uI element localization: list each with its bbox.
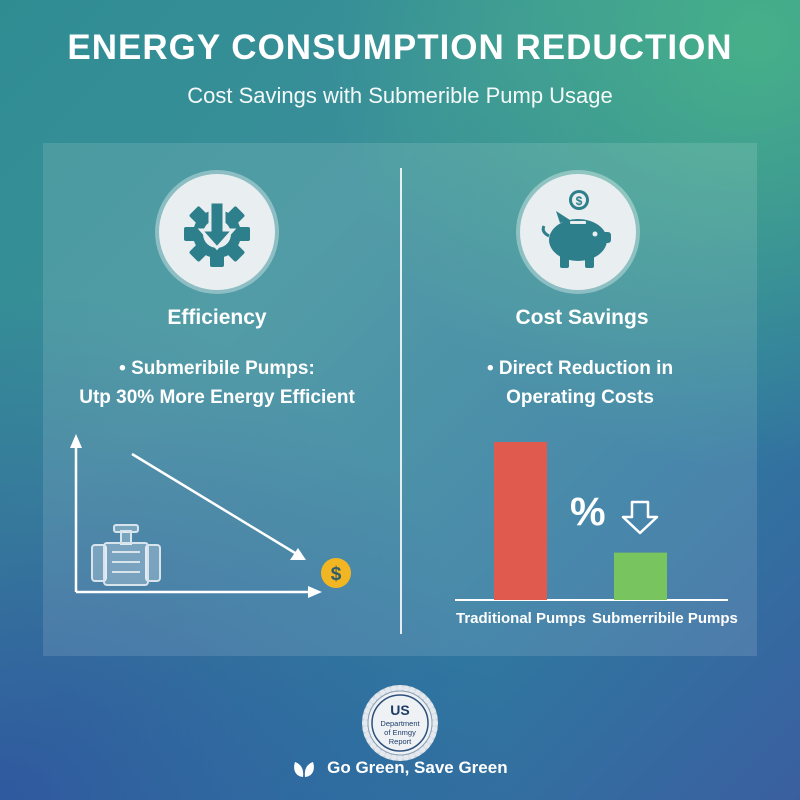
- efficiency-bullet-line2: Utp 30% More Energy Efficient: [79, 387, 355, 408]
- leaf-icon: [294, 761, 315, 777]
- svg-text:Department: Department: [380, 719, 420, 728]
- gear-down-arrow-icon: [159, 174, 275, 290]
- svg-text:Report: Report: [389, 737, 412, 746]
- panel-divider: [400, 168, 402, 634]
- svg-text:US: US: [390, 702, 409, 718]
- page-subtitle: Cost Savings with Submerible Pump Usage: [187, 83, 613, 108]
- cost-savings-bullet-line2: Operating Costs: [506, 387, 654, 408]
- page-title: ENERGY CONSUMPTION REDUCTION: [67, 28, 733, 67]
- piggy-bank-icon: $: [520, 174, 636, 290]
- us-department-seal: US Department of Enmgy Report: [362, 685, 438, 761]
- footer-text: Go Green, Save Green: [327, 758, 508, 777]
- cost-savings-bullet: • Direct Reduction in Operating Costs: [440, 354, 720, 412]
- efficiency-bullet-line1: • Submeribile Pumps:: [119, 358, 315, 379]
- bar-label-submersible: Submerribile Pumps: [592, 610, 738, 627]
- percent-symbol: %: [570, 490, 606, 534]
- svg-text:of Enmgy: of Enmgy: [384, 728, 416, 737]
- efficiency-heading: Efficiency: [167, 306, 267, 329]
- bar-label-traditional: Traditional Pumps: [456, 610, 587, 627]
- cost-savings-heading: Cost Savings: [515, 306, 649, 329]
- cost-savings-bullet-line1: • Direct Reduction in: [486, 358, 674, 379]
- efficiency-bullet: • Submeribile Pumps: Utp 30% More Energy…: [60, 354, 374, 412]
- footer-tagline: Go Green, Save Green: [0, 758, 800, 779]
- svg-text:$: $: [576, 194, 583, 208]
